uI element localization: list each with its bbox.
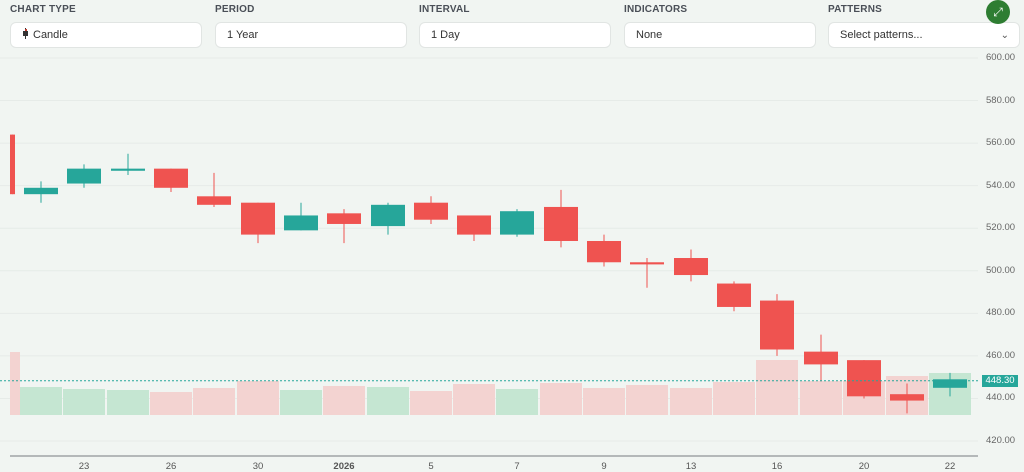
period-value: 1 Year	[227, 29, 259, 41]
indicators-select[interactable]: None	[624, 22, 816, 48]
y-tick-label: 600.00	[986, 52, 1016, 63]
interval-label: INTERVAL	[419, 4, 470, 15]
y-tick-label: 420.00	[986, 435, 1016, 446]
y-tick-label: 560.00	[986, 137, 1016, 149]
x-tick-label: 23	[78, 461, 90, 472]
patterns-placeholder: Select patterns...	[840, 29, 923, 41]
y-tick-label: 440.00	[986, 392, 1016, 404]
period-label: PERIOD	[215, 4, 255, 15]
x-tick-label: 7	[514, 461, 520, 472]
x-tick-label: 26	[165, 461, 177, 472]
chart-type-label: CHART TYPE	[10, 4, 76, 15]
volume-bars	[10, 352, 971, 415]
x-tick-label: 16	[771, 461, 783, 472]
x-tick-label: 30	[252, 461, 264, 472]
chart-type-value: Candle	[33, 29, 68, 41]
indicators-label: INDICATORS	[624, 4, 688, 15]
candles	[10, 134, 967, 414]
patterns-label: PATTERNS	[828, 4, 883, 15]
y-tick-label: 480.00	[986, 307, 1016, 319]
x-tick-label: 22	[944, 461, 956, 472]
expand-button[interactable]: ⤢	[986, 0, 1010, 24]
chart-type-select[interactable]: Candle	[10, 22, 202, 48]
x-tick-label: 5	[428, 461, 434, 472]
y-tick-label: 500.00	[986, 264, 1016, 276]
grid-lines	[0, 57, 978, 442]
y-tick-label: 540.00	[986, 179, 1016, 191]
interval-select[interactable]: 1 Day	[419, 22, 611, 48]
x-tick-label: 20	[858, 461, 870, 472]
x-tick-label: 2026	[333, 461, 355, 472]
indicators-value: None	[636, 29, 663, 41]
period-select[interactable]: 1 Year	[215, 22, 407, 48]
chevron-down-icon: ⌄	[1000, 30, 1009, 41]
x-tick-label: 9	[601, 461, 607, 472]
last-price-tag: 448.30	[982, 374, 1018, 387]
x-tick-label: 13	[685, 461, 697, 472]
expand-icon: ⤢	[993, 5, 1003, 19]
candle-icon	[22, 28, 30, 39]
y-tick-label: 460.00	[986, 349, 1016, 361]
patterns-select[interactable]: Select patterns... ⌄	[828, 22, 1020, 48]
interval-value: 1 Day	[431, 29, 460, 41]
y-tick-label: 520.00	[986, 222, 1016, 234]
y-tick-label: 580.00	[986, 94, 1016, 106]
